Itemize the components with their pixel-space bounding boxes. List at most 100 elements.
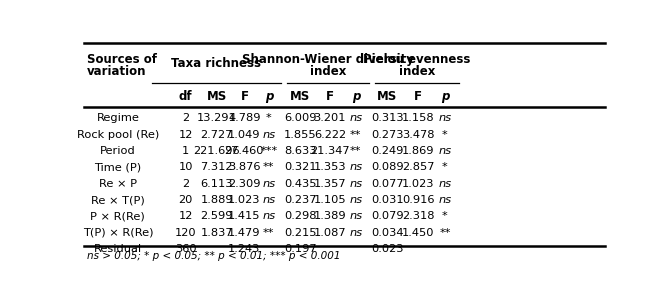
Text: F: F <box>326 90 334 103</box>
Text: 0.215: 0.215 <box>284 228 317 238</box>
Text: Sources of: Sources of <box>87 53 157 66</box>
Text: F: F <box>415 90 423 103</box>
Text: ns: ns <box>349 179 362 189</box>
Text: 3.478: 3.478 <box>402 130 435 140</box>
Text: 0.197: 0.197 <box>284 244 317 254</box>
Text: ns: ns <box>349 162 362 172</box>
Text: 1.415: 1.415 <box>228 212 261 222</box>
Text: 6.222: 6.222 <box>314 130 346 140</box>
Text: 0.237: 0.237 <box>284 195 317 205</box>
Text: 1.049: 1.049 <box>228 130 261 140</box>
Text: 1.353: 1.353 <box>314 162 346 172</box>
Text: ns: ns <box>349 228 362 238</box>
Text: 1.837: 1.837 <box>200 228 233 238</box>
Text: 0.916: 0.916 <box>402 195 435 205</box>
Text: 4.789: 4.789 <box>228 113 261 123</box>
Text: 2: 2 <box>182 179 189 189</box>
Text: 0.313: 0.313 <box>371 113 403 123</box>
Text: index: index <box>398 65 435 78</box>
Text: 1.243: 1.243 <box>228 244 261 254</box>
Text: 2.857: 2.857 <box>402 162 435 172</box>
Text: 0.273: 0.273 <box>371 130 403 140</box>
Text: ns: ns <box>349 113 362 123</box>
Text: p: p <box>441 90 449 103</box>
Text: 27.460: 27.460 <box>224 146 264 156</box>
Text: 12: 12 <box>178 212 193 222</box>
Text: P × R(Re): P × R(Re) <box>91 212 145 222</box>
Text: 0.249: 0.249 <box>371 146 403 156</box>
Text: ns: ns <box>438 179 452 189</box>
Text: Rock pool (Re): Rock pool (Re) <box>77 130 159 140</box>
Text: 0.031: 0.031 <box>371 195 403 205</box>
Text: *: * <box>266 113 271 123</box>
Text: ns: ns <box>262 130 276 140</box>
Text: 1.087: 1.087 <box>314 228 346 238</box>
Text: 7.312: 7.312 <box>200 162 233 172</box>
Text: T(P) × R(Re): T(P) × R(Re) <box>83 228 153 238</box>
Text: 12: 12 <box>178 130 193 140</box>
Text: 120: 120 <box>175 228 196 238</box>
Text: 1.855: 1.855 <box>284 130 317 140</box>
Text: 6.113: 6.113 <box>200 179 233 189</box>
Text: MS: MS <box>377 90 397 103</box>
Text: 2: 2 <box>182 113 189 123</box>
Text: MS: MS <box>207 90 227 103</box>
Text: index: index <box>310 65 347 78</box>
Text: 0.077: 0.077 <box>371 179 403 189</box>
Text: **: ** <box>439 228 451 238</box>
Text: *: * <box>442 130 448 140</box>
Text: 1.450: 1.450 <box>402 228 435 238</box>
Text: df: df <box>179 90 192 103</box>
Text: 1.023: 1.023 <box>228 195 261 205</box>
Text: 0.034: 0.034 <box>371 228 403 238</box>
Text: Pielou evenness: Pielou evenness <box>363 53 470 66</box>
Text: 0.435: 0.435 <box>284 179 317 189</box>
Text: 1.389: 1.389 <box>314 212 346 222</box>
Text: *: * <box>442 162 448 172</box>
Text: 0.298: 0.298 <box>284 212 317 222</box>
Text: Regime: Regime <box>96 113 139 123</box>
Text: 1.889: 1.889 <box>200 195 233 205</box>
Text: F: F <box>241 90 249 103</box>
Text: ns: ns <box>262 212 276 222</box>
Text: 360: 360 <box>175 244 196 254</box>
Text: ns: ns <box>438 146 452 156</box>
Text: 2.318: 2.318 <box>402 212 435 222</box>
Text: Re × T(P): Re × T(P) <box>91 195 144 205</box>
Text: p: p <box>265 90 273 103</box>
Text: 1.023: 1.023 <box>402 179 435 189</box>
Text: 2.599: 2.599 <box>200 212 233 222</box>
Text: 2.727: 2.727 <box>201 130 233 140</box>
Text: 3.876: 3.876 <box>228 162 261 172</box>
Text: Re × P: Re × P <box>99 179 137 189</box>
Text: **: ** <box>263 162 275 172</box>
Text: 1.479: 1.479 <box>228 228 261 238</box>
Text: 10: 10 <box>178 162 193 172</box>
Text: **: ** <box>350 130 362 140</box>
Text: 1.357: 1.357 <box>314 179 346 189</box>
Text: Time (P): Time (P) <box>94 162 141 172</box>
Text: 3.201: 3.201 <box>314 113 346 123</box>
Text: **: ** <box>350 146 362 156</box>
Text: ns: ns <box>438 195 452 205</box>
Text: **: ** <box>263 228 275 238</box>
Text: 1.869: 1.869 <box>402 146 435 156</box>
Text: 20: 20 <box>178 195 193 205</box>
Text: ns: ns <box>438 113 452 123</box>
Text: p: p <box>351 90 360 103</box>
Text: ns: ns <box>349 195 362 205</box>
Text: ns: ns <box>262 179 276 189</box>
Text: 1.158: 1.158 <box>402 113 435 123</box>
Text: 0.023: 0.023 <box>371 244 403 254</box>
Text: Taxa richness: Taxa richness <box>171 57 261 70</box>
Text: 13.291: 13.291 <box>197 113 237 123</box>
Text: Shannon-Wiener diversity: Shannon-Wiener diversity <box>243 53 414 66</box>
Text: 2.309: 2.309 <box>228 179 261 189</box>
Text: 6.009: 6.009 <box>284 113 317 123</box>
Text: ns: ns <box>349 212 362 222</box>
Text: ns: ns <box>262 195 276 205</box>
Text: variation: variation <box>87 65 146 78</box>
Text: 1: 1 <box>182 146 190 156</box>
Text: *: * <box>442 212 448 222</box>
Text: 0.089: 0.089 <box>371 162 403 172</box>
